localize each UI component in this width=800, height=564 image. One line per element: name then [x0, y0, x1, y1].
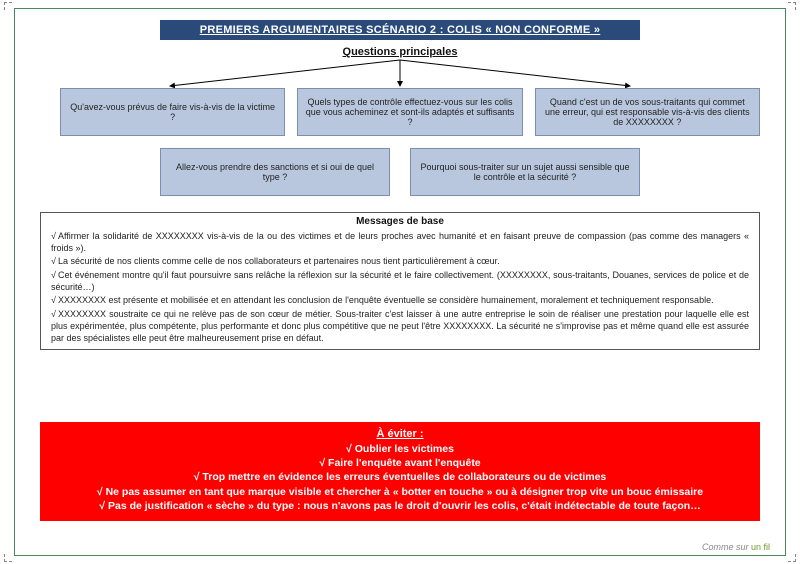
message-item: XXXXXXXX est présente et mobilisée et en… [41, 294, 759, 308]
logo: Comme sur un fil [702, 542, 770, 552]
message-item: XXXXXXXX soustraite ce qui ne relève pas… [41, 308, 759, 345]
branch-arrows [80, 58, 720, 88]
avoid-item: Trop mettre en évidence les erreurs éven… [50, 470, 750, 484]
question-box: Quand c'est un de vos sous-traitants qui… [535, 88, 760, 136]
avoid-item: Faire l'enquête avant l'enquête [50, 456, 750, 470]
messages-box: Messages de base Affirmer la solidarité … [40, 212, 760, 350]
avoid-item: Ne pas assumer en tant que marque visibl… [50, 485, 750, 499]
cropmark-tl [4, 2, 12, 10]
logo-prefix: Comme sur [702, 542, 751, 552]
logo-accent: un fil [751, 542, 770, 552]
message-item: La sécurité de nos clients comme celle d… [41, 255, 759, 269]
avoid-box: À éviter : Oublier les victimes Faire l'… [40, 422, 760, 521]
questions-row-2: Allez-vous prendre des sanctions et si o… [160, 148, 640, 196]
avoid-item: Pas de justification « sèche » du type :… [50, 499, 750, 513]
subtitle: Questions principales [0, 46, 800, 58]
questions-row-1: Qu'avez-vous prévus de faire vis-à-vis d… [60, 88, 760, 136]
cropmark-bl [4, 554, 12, 562]
avoid-title: À éviter : [50, 428, 750, 440]
message-item: Affirmer la solidarité de XXXXXXXX vis-à… [41, 230, 759, 255]
question-box: Quels types de contrôle effectuez-vous s… [297, 88, 522, 136]
question-box: Pourquoi sous-traiter sur un sujet aussi… [410, 148, 640, 196]
question-box: Qu'avez-vous prévus de faire vis-à-vis d… [60, 88, 285, 136]
cropmark-br [788, 554, 796, 562]
message-item: Cet événement montre qu'il faut poursuiv… [41, 269, 759, 294]
cropmark-tr [788, 2, 796, 10]
question-box: Allez-vous prendre des sanctions et si o… [160, 148, 390, 196]
avoid-item: Oublier les victimes [50, 442, 750, 456]
messages-title: Messages de base [41, 213, 759, 230]
title-bar: PREMIERS ARGUMENTAIRES SCÉNARIO 2 : COLI… [160, 20, 640, 40]
